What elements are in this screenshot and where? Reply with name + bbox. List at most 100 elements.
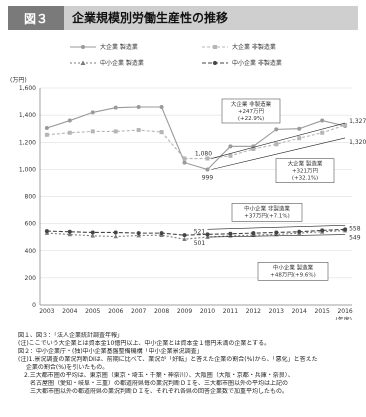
y-tick-label: 1,000 <box>19 166 36 173</box>
legend-label-sme-nonmfg: 中小企業 非製造業 <box>232 60 282 67</box>
annotation-text: +321万円 <box>292 168 319 175</box>
data-point <box>274 230 279 235</box>
data-point <box>67 229 72 234</box>
data-point <box>182 236 187 242</box>
y-tick-label: 1,200 <box>19 139 36 146</box>
change-arrow <box>211 137 346 170</box>
data-point <box>274 127 279 132</box>
x-tick-label: 2010 <box>200 308 215 315</box>
data-point <box>113 129 118 134</box>
change-arrow <box>207 225 346 230</box>
data-point <box>228 231 233 236</box>
value-label: 1,320 <box>349 139 366 146</box>
footnote-line: (注)ここでいう大企業とは資本金10億円以上、中小企業とは資本金１億円未満の企業… <box>18 340 271 347</box>
annotation-text: 中小企業 非製造業 <box>244 204 290 212</box>
figure-number-badge: 図３ <box>8 6 64 30</box>
data-point <box>159 231 164 236</box>
data-point <box>182 160 187 165</box>
data-point <box>67 118 72 123</box>
data-point <box>90 230 95 235</box>
x-tick-label: 2007 <box>131 308 146 315</box>
value-label: 999 <box>202 175 214 182</box>
data-point <box>113 105 118 110</box>
annotation-text: 大企業 非製造業 <box>231 100 272 108</box>
data-point <box>136 128 141 133</box>
data-point <box>90 129 95 134</box>
data-point <box>320 118 325 123</box>
data-point <box>113 230 118 235</box>
footnotes: 図１、図３：「法人企業統計調査年報」 (注)ここでいう大企業とは資本金10億円以… <box>18 332 363 396</box>
data-point <box>159 130 164 135</box>
data-point <box>90 110 95 115</box>
data-point <box>113 234 118 239</box>
legend-label-large-mfg: 大企業 製造業 <box>100 44 138 51</box>
legend-item-large-nonmfg: 大企業 非製造業 <box>202 42 276 51</box>
value-label: 1,080 <box>195 151 212 158</box>
value-label: 558 <box>349 225 361 232</box>
series-line <box>46 229 346 240</box>
legend-label-large-nonmfg: 大企業 非製造業 <box>232 44 276 51</box>
footnote-line: 2.三大都市圏の平均は、東京圏（東京・埼玉・千葉・神奈川）、大阪圏（大阪・京都・… <box>18 372 294 379</box>
data-point <box>44 229 49 234</box>
data-point <box>251 147 256 152</box>
footnote-line: 企業の割合(%)を引いたもの。 <box>18 364 109 371</box>
series-line <box>46 106 346 171</box>
data-point <box>205 232 210 237</box>
legend-marker-sme-mfg <box>70 60 96 65</box>
data-point <box>67 232 73 237</box>
data-point <box>343 227 348 232</box>
x-tick-label: 2004 <box>62 308 77 315</box>
y-tick-label: 1,600 <box>19 85 36 92</box>
value-label: 549 <box>349 235 361 242</box>
chart-legend: 大企業 製造業 大企業 非製造業 中小企業 製造業 中小企業 非製造業 <box>12 42 358 74</box>
figure-title: 企業規模別労働生産性の推移 <box>72 11 229 25</box>
series-line <box>46 124 346 160</box>
x-tick-label: 2005 <box>85 308 100 315</box>
x-tick-label: 2006 <box>108 308 123 315</box>
data-point <box>274 142 279 147</box>
legend-marker-sme-nonmfg <box>202 60 228 65</box>
data-point <box>297 229 302 234</box>
line-chart: 0 200 400 600 800 1,000 1,200 1,400 1,600 2003 200… <box>19 85 366 320</box>
data-point <box>136 233 141 238</box>
value-label: 1,327 <box>349 118 366 125</box>
series-line <box>46 228 346 236</box>
annotation-box <box>231 203 303 222</box>
data-point <box>297 126 302 131</box>
data-point <box>343 123 348 128</box>
data-point <box>90 233 95 238</box>
x-tick-label: 2003 <box>39 308 54 315</box>
change-arrow <box>207 234 346 238</box>
legend-marker-large-mfg <box>70 44 96 49</box>
footnote-line: 名古屋圏（愛知・岐阜・三重）の都道府県毎の業況判断ＤＩを、三大都市圏以外の平均は… <box>18 380 289 387</box>
data-point <box>44 132 49 137</box>
x-tick-label: 2015 <box>315 308 330 315</box>
data-point <box>228 153 233 158</box>
y-axis-unit: (万円) <box>10 77 27 84</box>
data-point <box>297 136 302 141</box>
data-point <box>320 130 325 135</box>
footnote-line: 図２：中小企業庁・(独)中小企業基盤整備機構「中小企業景況調査」 <box>18 348 203 355</box>
data-point <box>182 233 187 238</box>
footnote-line: (注)1.景況調査の業況判断DIは、前期に比べて、業況が「好転」と答えた企業の割… <box>18 356 318 363</box>
annotation-box <box>221 98 281 124</box>
y-tick-label: 800 <box>25 194 37 201</box>
data-point <box>205 167 210 172</box>
x-tick-label: 2008 <box>154 308 169 315</box>
legend-item-large-mfg: 大企業 製造業 <box>70 42 138 51</box>
value-label: 501 <box>194 240 206 247</box>
y-tick-label: 200 <box>25 275 37 282</box>
legend-item-sme-mfg: 中小企業 製造業 <box>70 58 144 67</box>
figure-header <box>8 6 358 30</box>
annotation-text: +247万円 <box>238 108 265 115</box>
x-tick-label: 2013 <box>269 308 284 315</box>
annotation-text: +37万円(+7.1%) <box>244 212 289 219</box>
y-tick-label: 600 <box>25 221 37 228</box>
y-tick-label: 400 <box>25 248 37 255</box>
annotation-text: 大企業 製造業 <box>288 160 323 168</box>
value-label: 521 <box>194 228 206 235</box>
annotation-text: +48万円(+9.6%) <box>270 271 315 278</box>
x-axis-unit: (年度) <box>335 316 352 320</box>
data-point <box>228 144 233 149</box>
footnote-line: 図１、図３：「法人企業統計調査年報」 <box>18 332 124 339</box>
